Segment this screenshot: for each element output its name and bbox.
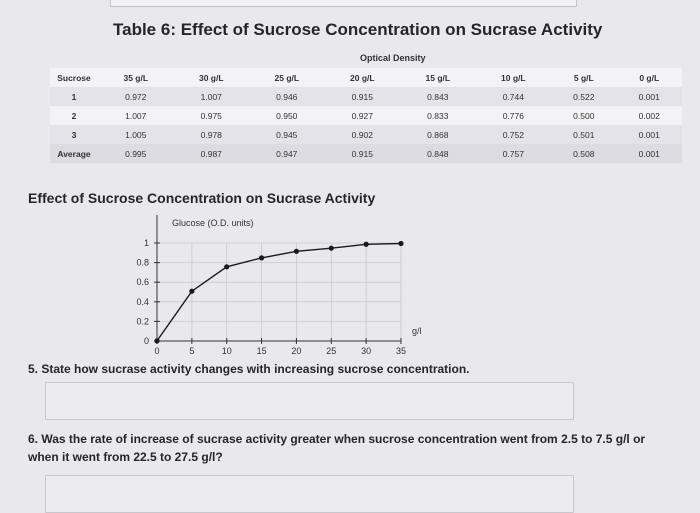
y-tick-label: 0.8 xyxy=(136,258,149,268)
table-row-average: Average 0.995 0.987 0.947 0.915 0.848 0.… xyxy=(50,144,682,163)
table-cell: 0.501 xyxy=(573,129,595,140)
column-header: 30 g/L xyxy=(198,72,224,83)
x-tick-label: 10 xyxy=(222,346,232,356)
data-table: Sucrose 35 g/L 30 g/L 25 g/L 20 g/L 15 g… xyxy=(50,68,682,163)
table-cell: 0.522 xyxy=(573,91,595,102)
column-header: 10 g/L xyxy=(501,72,526,83)
column-header: 25 g/L xyxy=(274,72,300,83)
table-cell: 0.001 xyxy=(638,148,660,159)
table-title: Table 6: Effect of Sucrose Concentration… xyxy=(113,20,603,39)
x-tick-label: 20 xyxy=(291,346,301,356)
chart-title: Effect of Sucrose Concentration on Sucra… xyxy=(28,190,376,206)
column-header: 5 g/L xyxy=(573,72,594,83)
table-cell: 0.915 xyxy=(351,91,373,102)
table-cell: 0.757 xyxy=(502,148,524,159)
top-frame xyxy=(110,0,577,7)
table-cell: 0.975 xyxy=(200,110,222,121)
x-tick-label: 15 xyxy=(257,346,267,356)
column-header: 0 g/L xyxy=(639,72,660,83)
table-cell: 0.508 xyxy=(573,148,595,159)
question-6: 6. Was the rate of increase of sucrase a… xyxy=(28,432,646,464)
x-tick-label: 35 xyxy=(396,346,406,356)
table-cell: 1 xyxy=(71,91,77,102)
x-tick-label: 25 xyxy=(326,346,336,356)
column-header: 20 g/L xyxy=(350,72,375,83)
table-cell: 1.005 xyxy=(125,129,147,140)
x-tick-label: 0 xyxy=(154,346,159,356)
table-cell: 0.833 xyxy=(427,110,449,121)
table-cell: 0.915 xyxy=(351,148,373,159)
data-point xyxy=(154,338,160,344)
question-5: 5. State how sucrase activity changes wi… xyxy=(28,362,470,376)
table-row: 2 1.007 0.975 0.950 0.927 0.833 0.776 0.… xyxy=(50,106,682,125)
table-cell: 0.946 xyxy=(276,91,298,102)
column-header: Sucrose xyxy=(57,72,91,83)
table-row: 1 0.972 1.007 0.946 0.915 0.843 0.744 0.… xyxy=(50,87,682,106)
answer-box-5[interactable] xyxy=(45,382,574,420)
table-cell: 2 xyxy=(71,110,77,121)
table-cell: 0.972 xyxy=(125,91,147,102)
table-cell: 0.950 xyxy=(276,110,298,121)
table-cell: 0.843 xyxy=(427,91,449,102)
table-cell: 0.947 xyxy=(276,148,298,159)
table-cell: 0.002 xyxy=(638,110,660,121)
data-point xyxy=(293,248,300,254)
table-cell: 0.001 xyxy=(638,129,660,140)
table-cell: 0.776 xyxy=(502,110,524,121)
table-cell: 0.995 xyxy=(125,148,147,159)
table-cell: 0.848 xyxy=(427,148,449,159)
table-cell: Average xyxy=(57,148,91,159)
y-tick-label: 0 xyxy=(144,336,149,346)
table-cell: 0.744 xyxy=(502,91,524,102)
series-line xyxy=(156,242,402,342)
data-point xyxy=(398,240,404,247)
y-tick-label: 1 xyxy=(144,238,149,248)
x-tick-label: 30 xyxy=(361,346,371,356)
table-cell: 0.927 xyxy=(351,110,373,121)
table-header-row: Sucrose 35 g/L 30 g/L 25 g/L 20 g/L 15 g… xyxy=(50,68,682,87)
y-tick-label: 0.6 xyxy=(136,277,149,287)
data-point xyxy=(224,264,230,270)
data-point xyxy=(328,245,334,251)
table-row: 3 1.005 0.978 0.945 0.902 0.868 0.752 0.… xyxy=(50,125,682,144)
table-cell: 0.500 xyxy=(573,110,595,121)
table-cell: 0.752 xyxy=(502,129,524,140)
data-point xyxy=(363,241,369,247)
table-cell: 0.987 xyxy=(200,148,222,159)
x-axis-label: g/l xyxy=(412,326,422,336)
table-cell: 1.007 xyxy=(125,110,147,121)
data-point xyxy=(189,288,195,294)
table-cell: 0.902 xyxy=(351,129,373,140)
column-header: 15 g/L xyxy=(425,72,451,83)
table-cell: 1.007 xyxy=(200,91,222,102)
y-axis-label: Glucose (O.D. units) xyxy=(172,218,254,228)
y-tick-label: 0.4 xyxy=(136,297,149,307)
column-header: 35 g/L xyxy=(123,72,149,83)
table-cell: 0.945 xyxy=(276,129,298,140)
y-tick-label: 0.2 xyxy=(136,316,149,326)
table-cell: 0.001 xyxy=(638,91,660,102)
table-cell: 0.978 xyxy=(200,129,222,140)
x-tick-label: 5 xyxy=(189,346,194,356)
table-cell: 0.868 xyxy=(427,129,449,140)
table-cell: 3 xyxy=(71,129,77,140)
answer-box-6[interactable] xyxy=(45,475,574,513)
optical-density-header: Optical Density xyxy=(360,53,426,63)
data-point xyxy=(258,255,265,261)
